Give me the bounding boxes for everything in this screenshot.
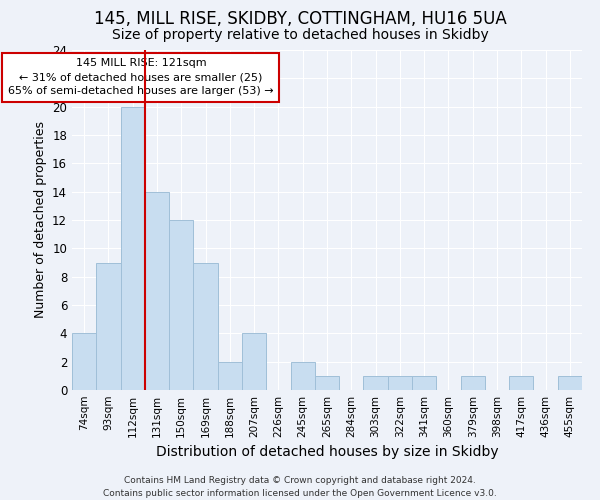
Y-axis label: Number of detached properties: Number of detached properties	[34, 122, 47, 318]
Bar	[558, 376, 582, 390]
Bar	[412, 376, 436, 390]
Bar	[290, 362, 315, 390]
Bar	[193, 262, 218, 390]
Bar	[218, 362, 242, 390]
Bar	[461, 376, 485, 390]
Text: Contains HM Land Registry data © Crown copyright and database right 2024.
Contai: Contains HM Land Registry data © Crown c…	[103, 476, 497, 498]
Bar	[364, 376, 388, 390]
Bar	[242, 334, 266, 390]
Bar	[169, 220, 193, 390]
Text: 145 MILL RISE: 121sqm
← 31% of detached houses are smaller (25)
65% of semi-deta: 145 MILL RISE: 121sqm ← 31% of detached …	[8, 58, 274, 96]
Bar	[145, 192, 169, 390]
Bar	[388, 376, 412, 390]
Bar	[121, 106, 145, 390]
Bar	[72, 334, 96, 390]
Text: 145, MILL RISE, SKIDBY, COTTINGHAM, HU16 5UA: 145, MILL RISE, SKIDBY, COTTINGHAM, HU16…	[94, 10, 506, 28]
Text: Size of property relative to detached houses in Skidby: Size of property relative to detached ho…	[112, 28, 488, 42]
Bar	[96, 262, 121, 390]
X-axis label: Distribution of detached houses by size in Skidby: Distribution of detached houses by size …	[155, 446, 499, 460]
Bar	[509, 376, 533, 390]
Bar	[315, 376, 339, 390]
